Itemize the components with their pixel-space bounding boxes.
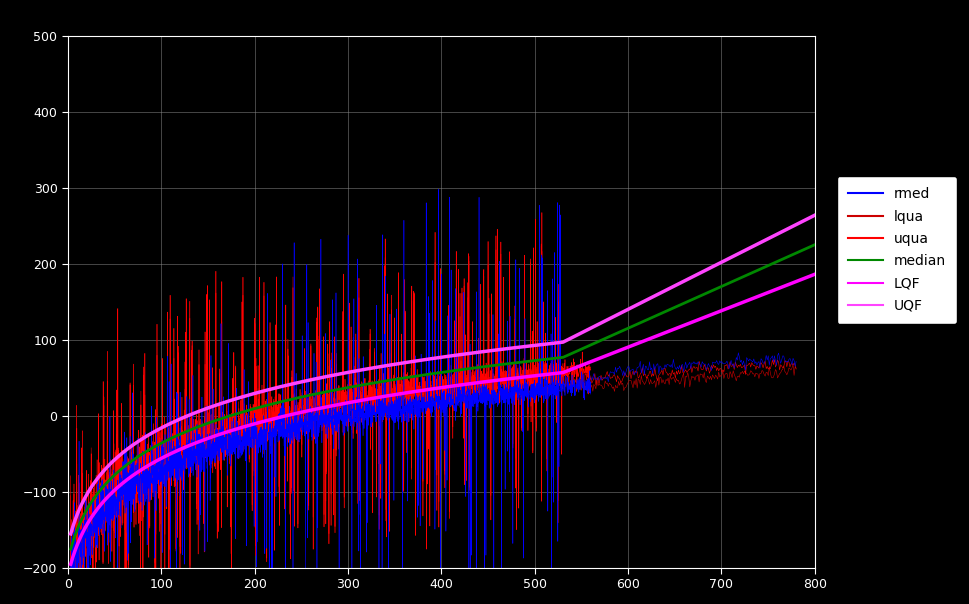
Legend: rmed, lqua, uqua, median, LQF, UQF: rmed, lqua, uqua, median, LQF, UQF: [836, 176, 955, 324]
